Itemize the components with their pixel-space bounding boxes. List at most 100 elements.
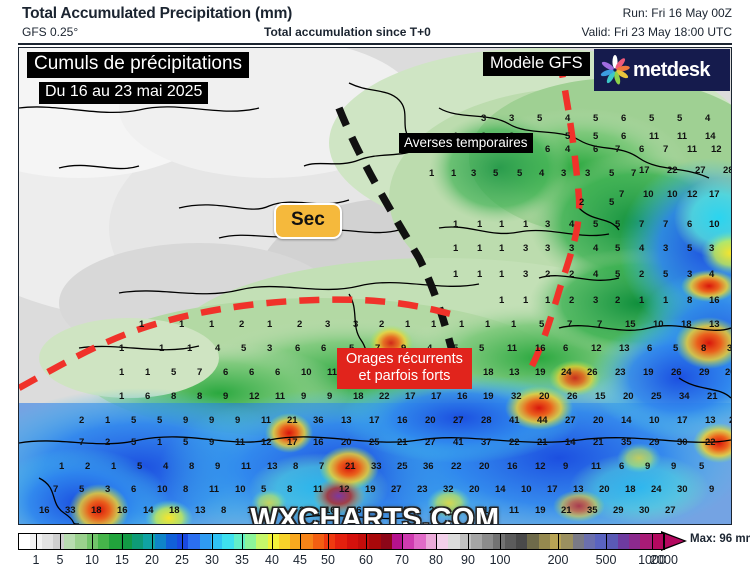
precip-value: 3	[687, 269, 693, 280]
colorbar-ticks	[18, 533, 666, 550]
storms-annotation: Orages récurrents et parfois forts	[337, 348, 472, 390]
colorbar-tick	[60, 533, 62, 550]
precip-value: 11	[591, 461, 602, 472]
precip-value: 11	[313, 484, 324, 495]
header-divider	[18, 43, 732, 45]
precip-value: 1	[477, 219, 483, 230]
precip-value: 11	[677, 131, 688, 142]
precip-value: 21	[707, 391, 718, 402]
colorbar-swatch	[606, 534, 618, 549]
precip-value: 27	[457, 505, 468, 516]
precip-value: 44	[537, 415, 548, 426]
precip-value: 11	[649, 131, 660, 142]
precip-value: 8	[171, 391, 177, 402]
precip-value: 16	[313, 437, 324, 448]
colorbar-swatch	[459, 534, 471, 549]
precip-value: 21	[345, 461, 356, 472]
precip-value: 1	[159, 343, 165, 354]
precip-value: 6	[295, 343, 301, 354]
precip-value: 9	[209, 437, 215, 448]
precip-value: 14	[495, 484, 506, 495]
colorbar-swatch	[549, 534, 562, 549]
colorbar-tick	[152, 533, 154, 550]
precipitation-map[interactable]: 3354565543123556111114123335646767111214…	[18, 47, 732, 525]
precip-value: 12	[591, 343, 602, 354]
colorbar-swatch	[75, 534, 87, 549]
precip-value: 1	[499, 269, 505, 280]
precip-value: 6	[131, 484, 137, 495]
precip-value: 4	[639, 243, 645, 254]
precip-value: 9	[563, 461, 569, 472]
colorbar-tick-label: 25	[175, 553, 189, 567]
precip-value: 26	[351, 505, 362, 516]
precip-value: 10	[521, 484, 532, 495]
precip-value: 7	[631, 168, 637, 179]
colorbar-swatch	[538, 534, 550, 549]
colorbar-swatch	[380, 534, 392, 549]
colorbar-tick-label: 50	[321, 553, 335, 567]
colorbar-swatch	[583, 534, 596, 549]
precip-value: 3	[471, 168, 477, 179]
precip-value: 6	[563, 343, 569, 354]
precip-value: 6	[593, 144, 599, 155]
precip-value: 1	[119, 343, 125, 354]
precip-value: 9	[671, 461, 677, 472]
precip-value: 19	[365, 484, 376, 495]
precip-value: 20	[623, 391, 634, 402]
map-title-date: Du 16 au 23 mai 2025	[39, 82, 209, 104]
precip-value: 5	[687, 243, 693, 254]
precip-value: 1	[139, 319, 145, 330]
precip-value: 6	[321, 343, 327, 354]
precip-value: 36	[313, 415, 324, 426]
precip-value: 17	[709, 189, 720, 200]
metdesk-logo[interactable]: metdesk	[594, 49, 730, 91]
precip-value: 31	[377, 505, 388, 516]
chart-header: Total Accumulated Precipitation (mm) GFS…	[0, 0, 750, 45]
precip-value: 1	[187, 343, 193, 354]
precip-value: 17	[677, 415, 688, 426]
precip-value: 8	[189, 461, 195, 472]
precip-value: 5	[649, 113, 655, 124]
precip-value: 19	[483, 391, 494, 402]
model-resolution-label: GFS 0.25°	[22, 25, 79, 39]
precip-value: 6	[145, 391, 151, 402]
precip-value: 2	[79, 415, 85, 426]
precip-value: 2	[615, 295, 621, 306]
precip-value: 29	[699, 367, 710, 378]
precip-value: 1	[639, 295, 645, 306]
precip-value: 22	[451, 461, 462, 472]
colorbar-tick	[328, 533, 330, 550]
precip-value: 5	[593, 113, 599, 124]
precip-value: 16	[397, 415, 408, 426]
run-time-label: Run: Fri 16 May 00Z	[622, 6, 732, 20]
precip-value: 5	[609, 168, 615, 179]
precip-value: 20	[341, 437, 352, 448]
precip-value: 11	[327, 367, 338, 378]
colorbar-swatch	[324, 534, 336, 549]
precip-value: 19	[643, 367, 654, 378]
precip-value: 12	[711, 144, 722, 155]
precip-value: 1	[499, 219, 505, 230]
precip-value: 35	[621, 437, 632, 448]
precip-value: 14	[143, 505, 154, 516]
precip-value: 20	[479, 461, 490, 472]
precip-value: 1	[119, 367, 125, 378]
colorbar-swatch	[131, 534, 144, 549]
precip-value: 8	[687, 295, 693, 306]
precip-value: 6	[639, 144, 645, 155]
precip-value: 25	[651, 391, 662, 402]
precip-value: 13	[619, 343, 630, 354]
precip-value: 21	[397, 437, 408, 448]
precip-value: 22	[731, 190, 732, 200]
watermark: WXCHARTS.COM	[250, 503, 500, 525]
precip-value: 5	[157, 415, 163, 426]
precip-value: 29	[613, 505, 624, 516]
precip-value: 20	[469, 484, 480, 495]
precip-value: 20	[729, 416, 731, 426]
precip-value: 3	[561, 168, 567, 179]
precip-value: 4	[593, 269, 599, 280]
colorbar-swatch	[470, 534, 483, 549]
colorbar-swatch	[301, 534, 313, 549]
precip-value: 1	[431, 319, 437, 330]
precip-value: 11	[507, 343, 518, 354]
